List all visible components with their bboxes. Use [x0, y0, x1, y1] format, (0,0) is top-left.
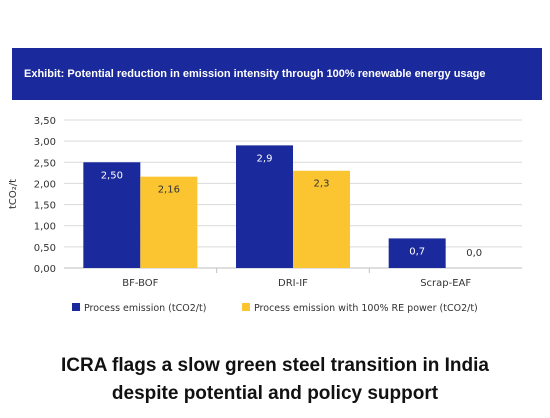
data-label: 2,9: [257, 153, 273, 164]
legend-swatch: [72, 303, 80, 311]
y-tick-label: 0,50: [34, 243, 56, 254]
data-label: 2,16: [158, 185, 180, 196]
y-tick-label: 1,50: [34, 201, 56, 212]
y-tick-label: 0,00: [34, 264, 56, 275]
y-tick-label: 1,00: [34, 222, 56, 233]
legend-label: Process emission with 100% RE power (tCO…: [254, 303, 478, 314]
bar-chart: 0,00 0,50 1,00 1,50 2,00 2,50 3,00 3,50 tCO₂/t 2,…: [8, 116, 522, 314]
bar-0-2: [388, 238, 446, 268]
y-tick-label: 3,50: [34, 116, 56, 127]
bar-1-1: [293, 170, 350, 268]
data-label: 2,3: [314, 179, 330, 190]
y-tick-label: 2,50: [34, 158, 56, 169]
exhibit-title: Exhibit: Potential reduction in emission…: [24, 68, 486, 80]
legend-swatch: [242, 303, 250, 311]
chart-container: 0,00 0,50 1,00 1,50 2,00 2,50 3,00 3,50 tCO₂/t 2,…: [0, 100, 550, 340]
exhibit-banner: Exhibit: Potential reduction in emission…: [12, 48, 542, 100]
headline-line-2: despite potential and policy support: [111, 383, 439, 404]
x-tick-label: Scrap-EAF: [420, 278, 471, 289]
data-label: 0,0: [466, 248, 482, 259]
y-tick-label: 2,00: [34, 179, 56, 190]
bar-0-0: [83, 162, 141, 268]
legend-label: Process emission (tCO2/t): [84, 303, 206, 314]
bar-1-0: [140, 176, 198, 268]
x-tick-label: BF-BOF: [122, 278, 158, 289]
y-tick-label: 3,00: [34, 137, 56, 148]
bar-0-1: [236, 145, 293, 268]
headline: ICRA flags a slow green steel transition…: [0, 352, 550, 408]
y-axis-title: tCO₂/t: [8, 179, 19, 209]
data-label: 2,50: [101, 170, 123, 181]
data-label: 0,7: [409, 246, 425, 257]
headline-line-1: ICRA flags a slow green steel transition…: [61, 355, 489, 376]
x-tick-label: DRI-IF: [278, 278, 308, 289]
